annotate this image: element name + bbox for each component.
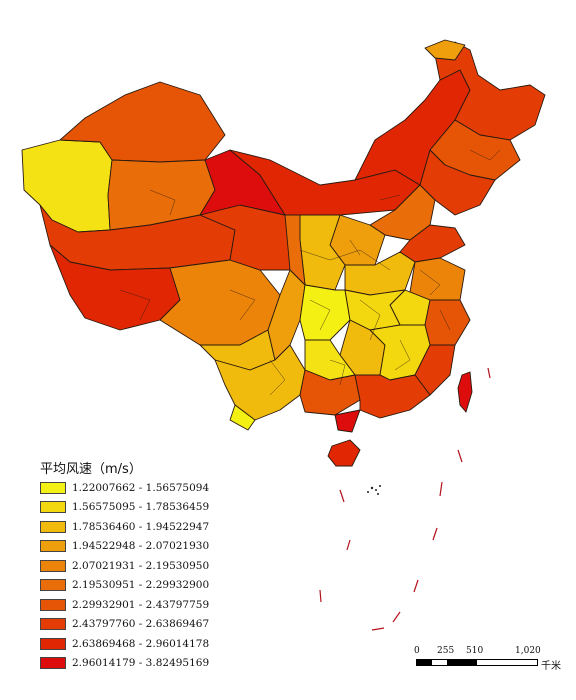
- legend-label: 1.56575095 - 1.78536459: [72, 501, 210, 514]
- legend-label: 2.63869468 - 2.96014178: [72, 637, 210, 650]
- legend-swatch: [40, 481, 66, 494]
- scale-bar: 0 255 510 1,020 千米: [412, 646, 562, 676]
- scale-unit: 千米: [541, 661, 561, 672]
- legend-swatch: [40, 520, 66, 533]
- region-sichuan-west: [267, 269, 306, 361]
- legend-swatch: [40, 501, 66, 514]
- legend-label: 2.96014179 - 3.82495169: [72, 657, 210, 670]
- legend-item: 1.56575095 - 1.78536459: [40, 498, 209, 518]
- legend-swatch: [40, 559, 66, 572]
- legend-swatch: [40, 618, 66, 631]
- scale-tick-255: 255: [437, 646, 455, 656]
- mainland-regions: [21, 39, 546, 433]
- legend-item: 1.22007662 - 1.56575094: [40, 478, 209, 498]
- legend-swatch: [40, 637, 66, 650]
- scale-tick-0: 0: [414, 646, 420, 656]
- legend-swatch: [40, 598, 66, 611]
- legend-label: 1.78536460 - 1.94522947: [72, 520, 210, 533]
- legend-swatch: [40, 657, 66, 670]
- region-heilongjiang-north: [424, 39, 466, 61]
- legend-item: 1.94522948 - 2.07021930: [40, 537, 209, 557]
- county-boundaries: [119, 149, 501, 396]
- legend-title: 平均风速（m/s）: [40, 462, 142, 477]
- legend-item: 2.63869468 - 2.96014178: [40, 634, 209, 654]
- south-china-sea-line: [319, 367, 491, 631]
- region-taiwan: [457, 371, 473, 413]
- region-xinjiang-north: [59, 81, 226, 163]
- legend-item: 1.78536460 - 1.94522947: [40, 517, 209, 537]
- region-zhejiang: [424, 299, 471, 346]
- scale-bar-graphic: [416, 659, 538, 666]
- legend-label: 1.22007662 - 1.56575094: [72, 481, 210, 494]
- scale-tick-1020: 1,020: [515, 646, 541, 656]
- legend-label: 2.43797760 - 2.63869467: [72, 618, 210, 631]
- region-leizhou: [334, 409, 361, 433]
- legend-label: 2.07021931 - 2.19530950: [72, 559, 210, 572]
- region-hainan: [327, 439, 361, 467]
- region-guangdong: [354, 374, 431, 419]
- legend-item: 2.19530951 - 2.29932900: [40, 576, 209, 596]
- region-fujian: [414, 344, 456, 396]
- legend: 1.22007662 - 1.56575094 1.56575095 - 1.78…: [40, 478, 209, 673]
- region-ningxia-gansu: [284, 214, 306, 286]
- region-yunnan-south: [229, 404, 256, 431]
- region-jiangsu: [409, 257, 466, 301]
- south-china-sea-islands: [367, 485, 381, 495]
- region-xinjiang-west: [21, 139, 113, 233]
- legend-item: 2.29932901 - 2.43797759: [40, 595, 209, 615]
- legend-item: 2.43797760 - 2.63869467: [40, 615, 209, 635]
- legend-swatch: [40, 540, 66, 553]
- legend-item: 2.07021931 - 2.19530950: [40, 556, 209, 576]
- region-liaoning: [419, 149, 496, 216]
- region-tibet-east: [159, 259, 281, 346]
- legend-item: 2.96014179 - 3.82495169: [40, 654, 209, 674]
- legend-label: 1.94522948 - 2.07021930: [72, 540, 210, 553]
- legend-swatch: [40, 579, 66, 592]
- region-sichuan-basin: [299, 284, 351, 341]
- legend-label: 2.29932901 - 2.43797759: [72, 598, 210, 611]
- scale-tick-510: 510: [466, 646, 484, 656]
- legend-label: 2.19530951 - 2.29932900: [72, 579, 210, 592]
